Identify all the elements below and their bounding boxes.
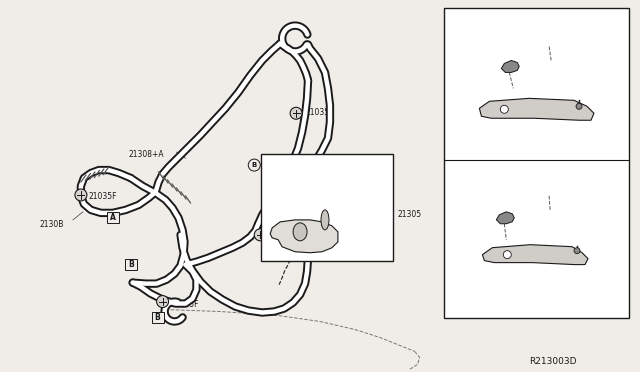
Text: A: A bbox=[453, 16, 460, 25]
Polygon shape bbox=[483, 245, 588, 264]
FancyBboxPatch shape bbox=[125, 259, 137, 270]
Text: 21014V: 21014V bbox=[290, 162, 317, 168]
Text: B: B bbox=[536, 36, 542, 42]
FancyBboxPatch shape bbox=[444, 8, 629, 318]
Polygon shape bbox=[270, 220, 338, 253]
Circle shape bbox=[75, 189, 87, 201]
Text: 21035E: 21035E bbox=[463, 215, 492, 224]
Ellipse shape bbox=[500, 105, 508, 113]
Text: (1): (1) bbox=[547, 188, 557, 195]
FancyBboxPatch shape bbox=[152, 312, 164, 323]
Ellipse shape bbox=[293, 223, 307, 241]
Circle shape bbox=[290, 107, 302, 119]
Polygon shape bbox=[479, 98, 594, 120]
Circle shape bbox=[533, 33, 545, 45]
Circle shape bbox=[157, 296, 168, 308]
Text: 21035FA: 21035FA bbox=[474, 39, 508, 48]
FancyBboxPatch shape bbox=[450, 15, 463, 26]
Ellipse shape bbox=[321, 210, 329, 230]
Polygon shape bbox=[501, 61, 519, 73]
Text: 21306GA: 21306GA bbox=[467, 272, 502, 280]
Text: (5): (5) bbox=[262, 172, 272, 179]
Circle shape bbox=[576, 103, 582, 109]
Text: (1): (1) bbox=[547, 45, 557, 51]
Text: A: A bbox=[110, 214, 116, 222]
Circle shape bbox=[574, 248, 580, 254]
FancyBboxPatch shape bbox=[107, 212, 119, 223]
FancyBboxPatch shape bbox=[450, 166, 463, 178]
Circle shape bbox=[248, 159, 260, 171]
Text: 21035F: 21035F bbox=[171, 299, 199, 309]
Text: 0B1A6-6121A: 0B1A6-6121A bbox=[547, 179, 595, 185]
Text: B: B bbox=[128, 260, 134, 269]
Text: 21308+A: 21308+A bbox=[129, 150, 164, 159]
Ellipse shape bbox=[503, 251, 511, 259]
Text: 21014VA: 21014VA bbox=[298, 247, 330, 253]
Text: 0B1A6-6121A: 0B1A6-6121A bbox=[547, 36, 595, 42]
Text: 21035F: 21035F bbox=[305, 108, 333, 117]
Circle shape bbox=[254, 229, 266, 241]
Text: 2130B: 2130B bbox=[39, 220, 63, 229]
Polygon shape bbox=[497, 212, 515, 224]
Text: B: B bbox=[536, 179, 542, 185]
Text: B: B bbox=[453, 167, 460, 176]
Text: B: B bbox=[155, 313, 161, 322]
Text: 08156-61633: 08156-61633 bbox=[262, 163, 312, 169]
Text: 21306G: 21306G bbox=[463, 126, 492, 135]
Text: R213003D: R213003D bbox=[529, 357, 577, 366]
Circle shape bbox=[533, 176, 545, 188]
Text: 21305: 21305 bbox=[397, 210, 422, 219]
FancyBboxPatch shape bbox=[261, 154, 393, 261]
Text: 21035F: 21035F bbox=[89, 192, 117, 201]
Text: B: B bbox=[252, 162, 257, 168]
Text: 21035F: 21035F bbox=[268, 233, 297, 242]
